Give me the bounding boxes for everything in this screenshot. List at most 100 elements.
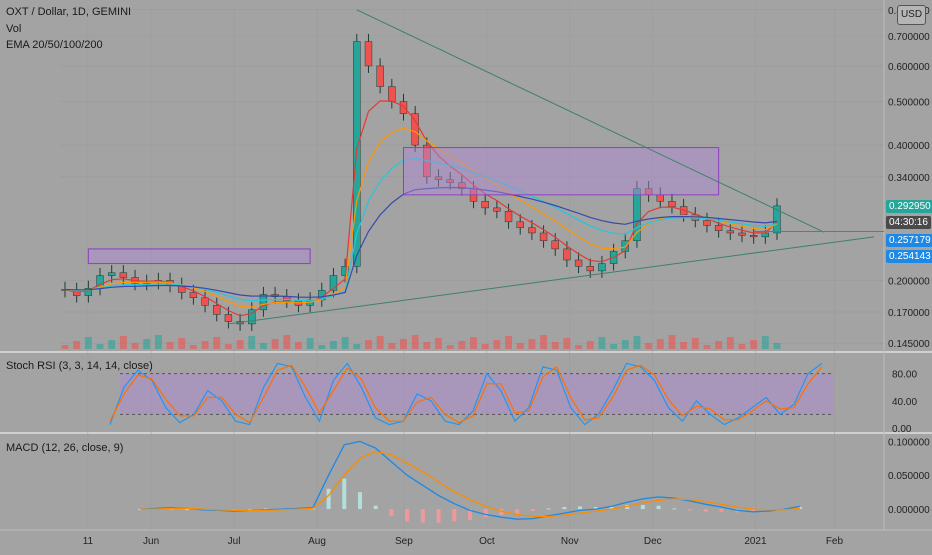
ema100-line bbox=[64, 157, 778, 302]
time-tick-label: Sep bbox=[395, 536, 413, 547]
volume-bar bbox=[761, 336, 769, 349]
macd-histogram-bar bbox=[578, 506, 582, 510]
volume-bar bbox=[248, 336, 256, 349]
candle-body bbox=[248, 309, 256, 325]
macd-histogram-bar bbox=[232, 509, 237, 511]
candle-body bbox=[259, 294, 268, 311]
volume-bar bbox=[143, 339, 151, 349]
macd-histogram-bar bbox=[483, 509, 488, 518]
price-tick-label: 0.500000 bbox=[888, 98, 930, 109]
time-tick-label: Jul bbox=[228, 536, 241, 547]
volume-bar bbox=[131, 343, 139, 349]
volume-bar bbox=[341, 337, 349, 349]
candle-body bbox=[458, 182, 466, 189]
candle-body bbox=[668, 201, 676, 207]
macd-histogram-bar bbox=[436, 509, 441, 523]
candle-body bbox=[107, 272, 116, 276]
volume-bar bbox=[318, 345, 326, 349]
macd-histogram-bar bbox=[798, 507, 802, 510]
volume-bar bbox=[154, 335, 162, 349]
volume-bar bbox=[236, 340, 244, 349]
volume-bar bbox=[189, 345, 197, 349]
volume-bar bbox=[213, 337, 221, 349]
candle-body bbox=[224, 314, 233, 322]
volume-bar bbox=[119, 336, 127, 349]
resistance-zone bbox=[402, 147, 720, 196]
volume-bar bbox=[259, 343, 267, 349]
macd-tick-label: 0.050000 bbox=[888, 471, 930, 482]
candle-body bbox=[726, 230, 735, 234]
volume-bar bbox=[516, 343, 524, 349]
volume-bar bbox=[633, 336, 641, 349]
time-tick-label: Feb bbox=[826, 536, 844, 547]
macd-line bbox=[139, 440, 801, 520]
volume-bar bbox=[645, 343, 653, 349]
candle-body bbox=[434, 176, 443, 180]
macd-histogram-bar bbox=[656, 505, 661, 510]
volume-bar bbox=[73, 341, 81, 349]
candle-body bbox=[714, 225, 723, 231]
volume-bar bbox=[575, 345, 583, 349]
volume-bar bbox=[84, 337, 92, 349]
candle-body bbox=[574, 259, 583, 267]
candle-body bbox=[119, 272, 128, 278]
volume-bar bbox=[680, 342, 688, 349]
time-tick-label: Aug bbox=[308, 536, 326, 547]
candle-body bbox=[656, 194, 664, 202]
macd-histogram-bar bbox=[263, 508, 268, 510]
level-tag-1: 0.257179 bbox=[886, 234, 932, 247]
candle-body bbox=[528, 227, 536, 234]
volume-bar bbox=[96, 344, 104, 349]
time-tick-label: Oct bbox=[479, 536, 495, 547]
price-tick-label: 0.400000 bbox=[888, 141, 930, 152]
price-tick-label: 0.600000 bbox=[888, 62, 930, 73]
volume-bar bbox=[108, 340, 116, 349]
macd-histogram-bar bbox=[452, 509, 457, 522]
macd-histogram-bar bbox=[405, 509, 410, 522]
macd-histogram-bar bbox=[248, 509, 252, 511]
volume-bar bbox=[201, 341, 209, 349]
price-tick-label: 0.145000 bbox=[888, 339, 930, 350]
macd-histogram-bar bbox=[468, 509, 472, 520]
volume-bar bbox=[446, 345, 454, 349]
ema200-line bbox=[64, 186, 778, 298]
macd-histogram-bar bbox=[703, 509, 708, 512]
candle-body bbox=[411, 113, 419, 146]
volume-bar bbox=[411, 335, 419, 349]
stoch-tick-label: 40.00 bbox=[892, 397, 917, 408]
candle-body bbox=[376, 65, 384, 87]
macd-histogram-bar bbox=[326, 488, 331, 510]
volume-bar bbox=[294, 342, 302, 349]
macd-label: MACD (12, 26, close, 9) bbox=[6, 442, 124, 454]
volume-bar bbox=[166, 342, 174, 349]
volume-bar bbox=[435, 338, 442, 349]
resistance-zone bbox=[87, 248, 311, 265]
macd-histogram-bar bbox=[719, 509, 724, 512]
candle-body bbox=[773, 205, 781, 234]
ascending-trendline bbox=[228, 236, 875, 325]
candle-body bbox=[633, 188, 641, 242]
macd-histogram-bar bbox=[530, 509, 535, 512]
time-tick-label: Dec bbox=[644, 536, 662, 547]
candle-body bbox=[201, 297, 209, 306]
candle-body bbox=[329, 275, 338, 291]
price-tick-label: 0.170000 bbox=[888, 308, 930, 319]
time-tick-label: Jun bbox=[143, 536, 159, 547]
ema20-line bbox=[64, 100, 778, 317]
volume-bar bbox=[365, 340, 372, 349]
volume-bar bbox=[528, 339, 536, 349]
macd-histogram-bar bbox=[420, 509, 425, 523]
volume-bar bbox=[773, 343, 781, 349]
candle-body bbox=[586, 266, 594, 272]
volume-legend: Vol bbox=[6, 23, 22, 35]
volume-bar bbox=[750, 340, 758, 349]
macd-histogram-bar bbox=[389, 509, 394, 516]
volume-bar bbox=[505, 336, 512, 349]
macd-histogram-bar bbox=[358, 492, 362, 510]
macd-histogram-bar bbox=[562, 507, 567, 510]
stoch-rsi-label: Stoch RSI (3, 3, 14, 14, close) bbox=[6, 360, 153, 372]
volume-bar bbox=[353, 344, 361, 349]
currency-button[interactable]: USD bbox=[897, 5, 926, 25]
